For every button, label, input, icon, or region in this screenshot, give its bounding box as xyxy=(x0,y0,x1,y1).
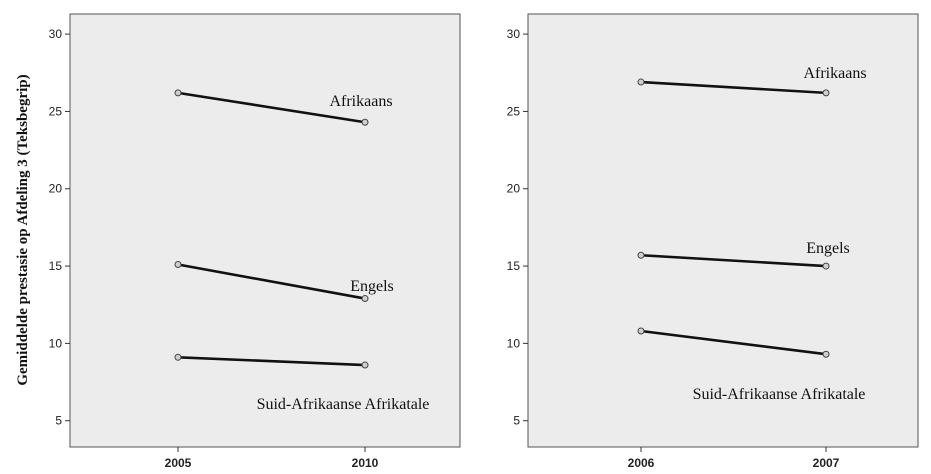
series-line xyxy=(640,329,827,356)
y-tick-label: 25 xyxy=(507,104,521,118)
y-tick-label: 25 xyxy=(49,104,63,118)
data-point xyxy=(637,327,645,335)
series-label: Engels xyxy=(350,278,394,295)
series-line xyxy=(177,356,366,367)
y-tick-label: 30 xyxy=(507,27,521,41)
series-label: Afrikaans xyxy=(803,65,866,82)
x-tick-label: 2010 xyxy=(352,456,379,470)
series-line xyxy=(177,263,366,300)
series-line xyxy=(640,253,827,268)
y-tick-label: 5 xyxy=(55,414,62,428)
x-tick-label: 2006 xyxy=(628,456,655,470)
data-point xyxy=(361,295,369,303)
y-tick-label: 30 xyxy=(49,27,63,41)
y-tick-label: 15 xyxy=(49,259,63,273)
series-label: Afrikaans xyxy=(329,93,392,110)
y-tick-label: 20 xyxy=(49,182,63,196)
series-label: Engels xyxy=(806,240,850,257)
y-tick-label: 5 xyxy=(513,414,520,428)
series-label: Suid-Afrikaanse Afrikatale xyxy=(693,386,866,403)
series-line xyxy=(177,91,366,124)
data-point xyxy=(361,361,369,369)
data-point xyxy=(637,251,645,259)
data-point xyxy=(174,261,182,269)
data-point xyxy=(822,262,830,270)
y-tick-label: 15 xyxy=(507,259,521,273)
series-label: Suid-Afrikaanse Afrikatale xyxy=(257,396,430,413)
data-point xyxy=(822,350,830,358)
y-tick-label: 10 xyxy=(507,336,521,350)
data-point xyxy=(174,353,182,361)
data-point xyxy=(361,118,369,126)
plot-area xyxy=(69,13,461,448)
y-tick-label: 10 xyxy=(49,336,63,350)
x-tick-label: 2005 xyxy=(165,456,192,470)
data-point xyxy=(637,78,645,86)
chart-panel-left: 5 10 15 20 25 30 2005 2010 Afrikaans Engels Suid-A… xyxy=(49,13,461,470)
chart-panel-right: 5 10 15 20 25 30 2006 2007 Afrikaans Engels Suid-A… xyxy=(507,13,919,470)
y-axis-label: Gemiddelde prestasie op Afdeling 3 (Teks… xyxy=(15,74,31,385)
series-line xyxy=(640,80,827,95)
data-point xyxy=(822,89,830,97)
y-tick-label: 20 xyxy=(507,182,521,196)
data-point xyxy=(174,89,182,97)
x-tick-label: 2007 xyxy=(813,456,840,470)
